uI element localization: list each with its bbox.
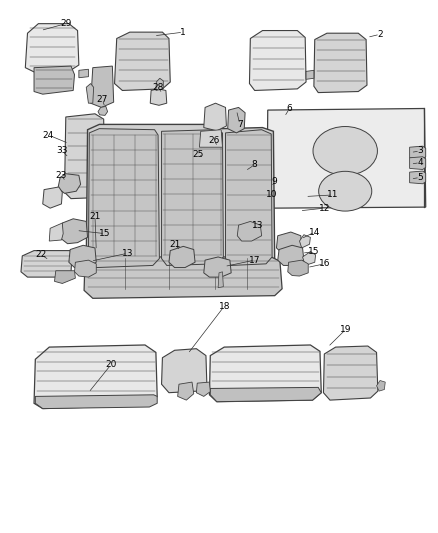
Polygon shape [21, 251, 72, 277]
Polygon shape [169, 246, 195, 268]
Polygon shape [162, 349, 207, 393]
Polygon shape [86, 84, 94, 103]
Polygon shape [49, 223, 63, 241]
Polygon shape [88, 128, 159, 268]
Polygon shape [162, 130, 223, 265]
Polygon shape [276, 232, 302, 253]
Polygon shape [61, 219, 88, 244]
Text: 16: 16 [318, 260, 330, 268]
Text: 13: 13 [122, 249, 133, 258]
Polygon shape [196, 382, 210, 397]
Text: 25: 25 [192, 150, 204, 159]
Polygon shape [306, 70, 314, 79]
Polygon shape [303, 252, 316, 265]
Text: 21: 21 [169, 240, 180, 249]
Polygon shape [288, 260, 308, 276]
Text: 11: 11 [327, 190, 339, 199]
Text: 23: 23 [56, 171, 67, 180]
Polygon shape [209, 345, 321, 402]
Text: 13: 13 [251, 221, 263, 230]
Text: 8: 8 [252, 160, 258, 169]
Text: 27: 27 [97, 95, 108, 104]
Ellipse shape [319, 171, 372, 211]
Text: 10: 10 [266, 190, 278, 199]
Text: 1: 1 [180, 28, 186, 37]
Polygon shape [323, 346, 378, 400]
Polygon shape [199, 130, 223, 147]
Text: 15: 15 [99, 229, 111, 238]
Polygon shape [300, 235, 311, 248]
Polygon shape [84, 257, 282, 298]
Polygon shape [410, 171, 426, 184]
Text: 5: 5 [417, 173, 423, 182]
Text: 24: 24 [43, 131, 54, 140]
Polygon shape [74, 260, 96, 277]
Polygon shape [210, 387, 321, 402]
Polygon shape [35, 395, 157, 409]
Text: 33: 33 [57, 147, 68, 156]
Polygon shape [377, 381, 385, 391]
Text: 15: 15 [308, 247, 320, 256]
Text: 12: 12 [318, 204, 330, 213]
Polygon shape [25, 23, 79, 73]
Polygon shape [314, 33, 367, 93]
Polygon shape [267, 109, 426, 208]
Polygon shape [278, 245, 304, 265]
Polygon shape [91, 66, 114, 108]
Text: 21: 21 [89, 212, 101, 221]
Polygon shape [150, 89, 167, 106]
Polygon shape [410, 157, 426, 169]
Polygon shape [98, 107, 108, 115]
Text: 7: 7 [237, 120, 243, 129]
Polygon shape [79, 69, 88, 78]
Text: 19: 19 [340, 325, 352, 334]
Polygon shape [115, 32, 170, 91]
Polygon shape [237, 221, 261, 241]
Polygon shape [228, 108, 245, 133]
Text: 3: 3 [417, 147, 423, 156]
Text: 28: 28 [152, 83, 164, 92]
Ellipse shape [313, 126, 378, 175]
Polygon shape [218, 272, 223, 288]
Polygon shape [204, 257, 231, 277]
Polygon shape [58, 174, 81, 193]
Polygon shape [250, 30, 306, 91]
Text: 18: 18 [219, 302, 230, 311]
Text: 17: 17 [249, 256, 261, 265]
Polygon shape [410, 146, 426, 159]
Text: 14: 14 [309, 228, 321, 237]
Polygon shape [156, 78, 163, 91]
Polygon shape [178, 382, 194, 400]
Polygon shape [204, 103, 226, 131]
Polygon shape [86, 124, 275, 273]
Polygon shape [64, 114, 105, 199]
Text: 2: 2 [377, 30, 383, 39]
Polygon shape [43, 187, 62, 208]
Polygon shape [34, 66, 74, 94]
Text: 6: 6 [286, 104, 293, 113]
Polygon shape [54, 271, 75, 284]
Text: 22: 22 [36, 251, 47, 260]
Polygon shape [226, 130, 272, 265]
Polygon shape [34, 345, 157, 409]
Polygon shape [69, 245, 96, 268]
Text: 29: 29 [60, 19, 71, 28]
Text: 20: 20 [106, 360, 117, 369]
Text: 4: 4 [417, 158, 423, 167]
Text: 9: 9 [272, 177, 278, 186]
Text: 26: 26 [208, 136, 219, 145]
